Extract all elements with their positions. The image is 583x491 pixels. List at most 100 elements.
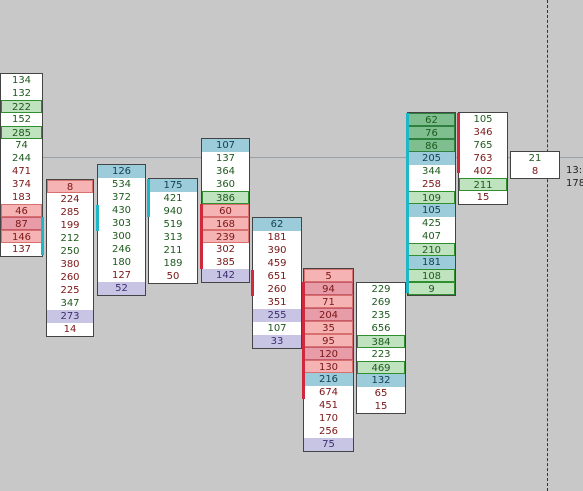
delta-marker <box>200 204 203 269</box>
volume-cell: 344 <box>421 166 442 177</box>
volume-cell: 204 <box>304 308 353 321</box>
volume-cell: 170 <box>318 413 339 424</box>
volume-cell: 313 <box>163 232 183 243</box>
volume-cell: 62 <box>408 113 455 126</box>
delta-marker <box>457 113 460 173</box>
volume-cell: 8 <box>531 166 539 177</box>
volume-cell: 205 <box>408 152 455 165</box>
delta-marker <box>147 179 150 217</box>
volume-cell: 651 <box>267 271 287 282</box>
volume-cell: 303 <box>111 218 132 229</box>
volume-cell: 239 <box>202 230 249 243</box>
footprint-bar-0[interactable]: 134 132 222 152 285 74 244 471 374 183 46 87 146 137 <box>0 73 44 257</box>
volume-cell: 235 <box>371 310 391 321</box>
volume-cell: 250 <box>60 246 80 257</box>
volume-cell: 421 <box>163 193 183 204</box>
footprint-bar-7[interactable]: 229 269 235 656 384 223 469 132 65 15 <box>356 282 406 414</box>
footprint-bar-4[interactable]: 107 137 364 360 386 60 168 239 302 385 142 <box>200 138 250 283</box>
volume-cell: 471 <box>11 166 32 177</box>
volume-cell: 120 <box>304 347 353 360</box>
delta-marker <box>302 282 305 399</box>
volume-cell: 351 <box>267 297 287 308</box>
volume-cell: 75 <box>304 438 353 451</box>
volume-cell: 402 <box>473 166 493 177</box>
volume-cell: 95 <box>304 334 353 347</box>
volume-cell: 224 <box>60 194 80 205</box>
volume-cell: 763 <box>473 153 493 164</box>
volume-cell: 385 <box>215 257 236 268</box>
volume-cell: 107 <box>267 323 287 334</box>
volume-cell: 255 <box>253 309 301 322</box>
footprint-bar-6[interactable]: 5 94 71 204 35 95 120 130 216 674 451 170 256 75 <box>302 268 354 452</box>
volume-cell: 451 <box>318 400 339 411</box>
volume-cell: 285 <box>60 207 80 218</box>
volume-cell: 374 <box>11 179 32 190</box>
volume-cell: 108 <box>408 269 455 282</box>
delta-marker <box>41 217 44 255</box>
volume-cell: 273 <box>47 310 93 323</box>
price-axis-label-time: 13: <box>566 165 583 176</box>
volume-cell: 256 <box>318 426 339 437</box>
volume-cell: 181 <box>408 256 455 269</box>
volume-cell: 430 <box>111 205 132 216</box>
price-axis-label-price: 178 <box>566 178 583 189</box>
volume-cell: 152 <box>11 114 32 125</box>
footprint-bar-8[interactable]: 62 76 86 205 344 258 109 105 425 407 210 181 108 9 <box>406 112 456 296</box>
volume-cell: 9 <box>408 282 455 295</box>
volume-cell: 519 <box>163 219 183 230</box>
volume-cell: 285 <box>1 126 42 139</box>
volume-cell: 15 <box>476 192 490 203</box>
volume-cell: 183 <box>11 192 32 203</box>
volume-cell: 199 <box>60 220 80 231</box>
volume-cell: 390 <box>267 245 287 256</box>
volume-cell: 360 <box>215 179 236 190</box>
volume-cell: 211 <box>163 245 183 256</box>
current-time-line <box>547 0 548 491</box>
volume-cell: 364 <box>215 166 236 177</box>
volume-cell: 87 <box>1 217 42 230</box>
volume-cell: 74 <box>15 140 28 151</box>
footprint-bar-5[interactable]: 62 181 390 459 651 260 351 255 107 33 <box>251 217 302 349</box>
volume-cell: 132 <box>357 374 405 387</box>
volume-cell: 372 <box>111 192 132 203</box>
volume-cell: 246 <box>111 244 132 255</box>
footprint-bar-1[interactable]: 8 224 285 199 212 250 380 260 225 347 273 14 <box>46 179 94 337</box>
volume-cell: 260 <box>267 284 287 295</box>
volume-cell: 384 <box>357 335 405 348</box>
volume-cell: 127 <box>111 270 132 281</box>
volume-cell: 244 <box>11 153 32 164</box>
volume-cell: 260 <box>60 272 80 283</box>
volume-cell: 146 <box>1 230 42 243</box>
volume-cell: 181 <box>267 232 287 243</box>
volume-cell: 180 <box>111 257 132 268</box>
volume-cell: 534 <box>111 179 132 190</box>
volume-cell: 14 <box>63 324 77 335</box>
footprint-bar-10[interactable]: 21 8 <box>510 151 560 179</box>
volume-cell: 134 <box>11 75 32 86</box>
volume-cell: 52 <box>98 282 145 295</box>
volume-cell: 105 <box>408 204 455 217</box>
delta-marker <box>96 205 99 231</box>
volume-cell: 168 <box>202 217 249 230</box>
volume-cell: 137 <box>215 153 236 164</box>
volume-cell: 216 <box>304 373 353 386</box>
volume-cell: 212 <box>60 233 80 244</box>
volume-cell: 346 <box>473 127 493 138</box>
volume-cell: 656 <box>371 323 391 334</box>
volume-cell: 132 <box>11 88 32 99</box>
footprint-bar-2[interactable]: 126 534 372 430 303 300 246 180 127 52 <box>96 164 146 296</box>
volume-cell: 60 <box>202 204 249 217</box>
footprint-bar-9[interactable]: 105 346 765 763 402 211 15 <box>457 112 508 205</box>
volume-cell: 71 <box>304 295 353 308</box>
volume-cell: 5 <box>304 269 353 282</box>
volume-cell: 175 <box>149 179 197 192</box>
delta-marker <box>406 113 409 293</box>
footprint-bar-3[interactable]: 175 421 940 519 313 211 189 50 <box>147 178 198 284</box>
volume-cell: 62 <box>253 218 301 231</box>
volume-cell: 210 <box>408 243 455 256</box>
volume-cell: 137 <box>11 244 32 255</box>
volume-cell: 225 <box>60 285 80 296</box>
volume-cell: 105 <box>473 114 493 125</box>
volume-cell: 469 <box>357 361 405 374</box>
